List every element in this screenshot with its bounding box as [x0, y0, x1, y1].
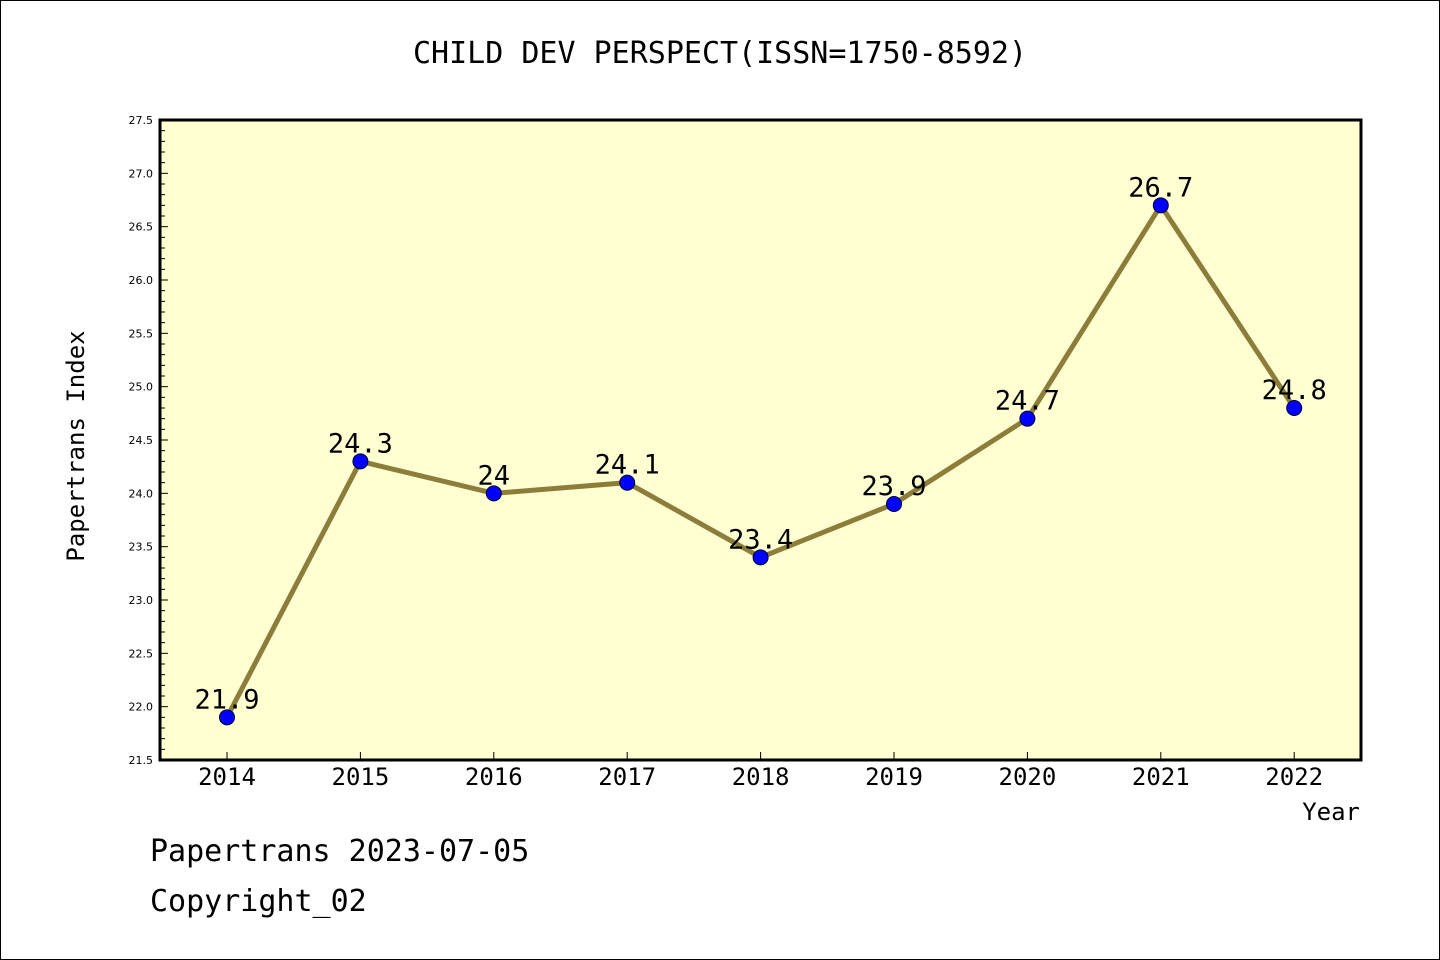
x-tick-label: 2021 [1132, 763, 1190, 791]
x-tick-label: 2022 [1265, 763, 1323, 791]
y-tick-label: 23.5 [129, 541, 154, 554]
data-label: 24 [478, 460, 511, 491]
data-label: 24.1 [595, 450, 660, 481]
y-tick-label: 24.0 [129, 487, 154, 500]
data-labels: 21.9 24.3 24 24.1 23.4 23.9 24.7 26.7 24.8 [194, 172, 1326, 715]
chart-title: CHILD DEV PERSPECT(ISSN=1750-8592) [412, 36, 1028, 71]
x-axis-tick-labels: 2014 2015 2016 2017 2018 2019 2020 2021 2022 [198, 763, 1323, 791]
y-axis-tick-labels: 21.5 22.0 22.5 23.0 23.5 24.0 24.5 25.0 25.5 26.0… [129, 114, 154, 767]
x-tick-label: 2018 [732, 763, 790, 791]
x-tick-label: 2017 [598, 763, 656, 791]
y-tick-label: 24.5 [129, 434, 154, 447]
x-tick-label: 2015 [332, 763, 390, 791]
y-tick-label: 25.5 [129, 327, 154, 340]
x-axis-title: Year [1302, 798, 1360, 826]
y-tick-label: 26.5 [129, 221, 154, 234]
y-tick-label: 27.0 [129, 167, 154, 180]
data-point [485, 485, 502, 502]
plot-border [158, 118, 1363, 762]
x-tick-label: 2016 [465, 763, 523, 791]
y-tick-label: 21.5 [129, 754, 154, 767]
x-tick-label: 2020 [999, 763, 1057, 791]
y-tick-label: 27.5 [129, 114, 154, 127]
data-point [752, 549, 769, 566]
x-tick-label: 2014 [198, 763, 256, 791]
data-label: 21.9 [194, 684, 259, 715]
data-point [1019, 410, 1036, 427]
data-label: 24.3 [328, 428, 393, 459]
data-point [1286, 400, 1303, 416]
data-point [886, 496, 902, 512]
data-point [352, 453, 369, 470]
x-tick-label: 2019 [865, 763, 923, 791]
series-group [219, 197, 1303, 726]
y-tick-label: 23.0 [129, 594, 154, 607]
data-label: 24.8 [1262, 375, 1327, 406]
data-label: 24.7 [995, 386, 1060, 417]
footer-date-line: Papertrans 2023-07-05 [150, 834, 530, 869]
data-label: 26.7 [1128, 172, 1193, 203]
y-tick-label: 22.5 [129, 647, 154, 660]
data-label: 23.9 [861, 471, 926, 502]
data-point [219, 709, 235, 726]
data-point [619, 474, 636, 491]
plot-area [160, 120, 1361, 760]
footer-copyright: Copyright_02 [150, 884, 367, 919]
y-tick-label: 25.0 [129, 381, 154, 394]
data-point [1152, 197, 1169, 214]
y-tick-label: 22.0 [129, 701, 154, 714]
y-axis-title: Papertrans Index [62, 330, 90, 561]
y-tick-label: 26.0 [129, 274, 154, 287]
data-label: 23.4 [728, 524, 793, 555]
